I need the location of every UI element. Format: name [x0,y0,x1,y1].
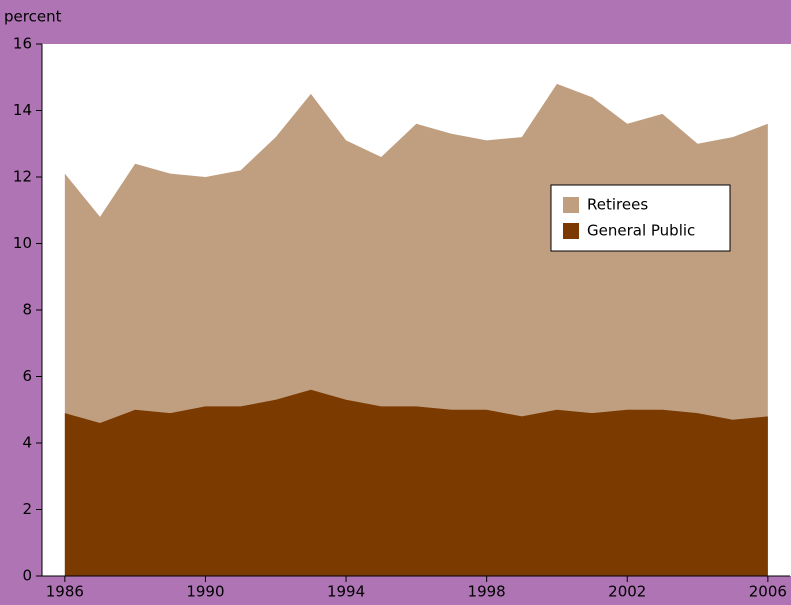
legend-label: Retirees [587,196,648,214]
x-tick-label: 1990 [186,583,224,601]
y-tick-label: 2 [22,500,32,518]
y-tick-label: 8 [22,301,32,319]
y-tick-label: 12 [13,168,32,186]
legend-label: General Public [587,222,695,240]
y-axis-label: percent [4,8,62,26]
y-tick-label: 4 [22,434,32,452]
y-tick-label: 14 [13,101,32,119]
legend-swatch [563,197,579,213]
y-tick-label: 0 [22,567,32,585]
x-tick-label: 2002 [608,583,646,601]
y-tick-label: 16 [13,35,32,53]
x-tick-label: 1994 [327,583,365,601]
legend-swatch [563,223,579,239]
x-tick-label: 1998 [468,583,506,601]
y-tick-label: 6 [22,367,32,385]
legend-box [550,184,731,252]
y-tick-label: 10 [13,234,32,252]
x-tick-label: 1986 [46,583,84,601]
x-tick-label: 2006 [749,583,787,601]
area [64,389,768,576]
